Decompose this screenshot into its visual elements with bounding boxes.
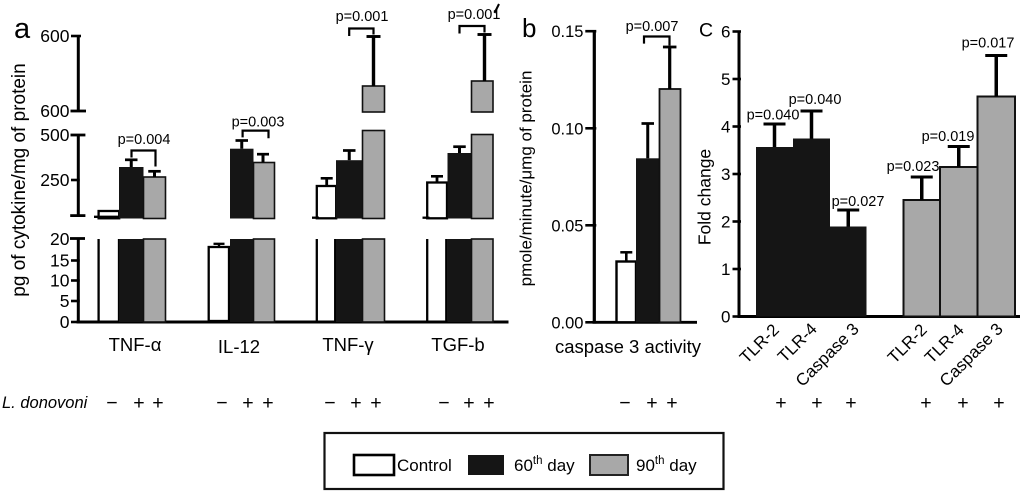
svg-text:C: C [699,20,713,42]
svg-text:3: 3 [721,165,730,184]
svg-text:p=0.023: p=0.023 [887,159,940,175]
svg-text:10: 10 [50,271,70,291]
svg-text:0.00: 0.00 [551,314,583,332]
svg-text:p=0.001: p=0.001 [448,7,501,23]
svg-text:−: − [324,392,335,414]
svg-text:Fold change: Fold change [695,149,715,245]
svg-text:0: 0 [60,312,70,332]
svg-text:+: + [463,392,474,414]
svg-text:+: + [133,392,144,414]
svg-text:p=0.004: p=0.004 [118,132,171,148]
svg-text:Control: Control [397,456,452,475]
svg-text:TNF-α: TNF-α [109,334,162,355]
svg-text:TNF-γ: TNF-γ [322,334,374,355]
svg-text:L. donovoni: L. donovoni [2,394,89,412]
svg-text:−: − [106,392,117,414]
svg-text:−: − [216,392,227,414]
svg-text:0.10: 0.10 [551,120,583,138]
svg-text:90th day: 90th day [636,455,697,475]
svg-text:+: + [666,392,677,414]
svg-text:+: + [920,392,931,414]
svg-text:5: 5 [721,70,730,89]
svg-text:+: + [350,392,361,414]
svg-text:pmole/minute/μmg of protein: pmole/minute/μmg of protein [517,71,536,287]
svg-text:p=0.003: p=0.003 [232,115,285,131]
svg-text:p=0.040: p=0.040 [789,92,842,108]
svg-text:caspase 3 activity: caspase 3 activity [555,336,702,357]
svg-text:2: 2 [721,213,730,232]
svg-text:p=0.027: p=0.027 [832,194,885,210]
svg-text:+: + [993,392,1004,414]
svg-text:600: 600 [40,101,69,121]
svg-text:−: − [438,392,449,414]
svg-text:p=0.017: p=0.017 [962,36,1015,52]
svg-text:60th day: 60th day [514,455,575,475]
svg-text:0.15: 0.15 [551,23,583,41]
svg-text:p=0.040: p=0.040 [747,108,800,124]
svg-text:+: + [370,392,381,414]
svg-text:20: 20 [50,229,70,249]
svg-text:p=0.007: p=0.007 [626,19,679,35]
svg-text:+: + [262,392,273,414]
svg-text:600: 600 [40,26,69,46]
svg-text:6: 6 [721,23,730,42]
svg-text:5: 5 [60,291,70,311]
svg-text:+: + [845,392,856,414]
svg-text:p=0.019: p=0.019 [922,129,975,145]
svg-text:0: 0 [721,308,730,327]
svg-text:250: 250 [40,170,69,190]
svg-text:a: a [14,13,31,45]
svg-text:IL-12: IL-12 [218,336,260,357]
svg-text:15: 15 [50,251,69,271]
svg-text:pg of cytokine/mg of protein: pg of cytokine/mg of protein [9,63,30,296]
svg-text:b: b [522,13,536,43]
svg-text:p=0.001: p=0.001 [336,9,389,25]
svg-text:TGF-b: TGF-b [431,334,484,355]
svg-text:+: + [242,392,253,414]
svg-text:+: + [775,392,786,414]
svg-text:+: + [646,392,657,414]
svg-text:500: 500 [40,125,69,145]
svg-text:−: − [619,392,630,414]
svg-text:+: + [957,392,968,414]
svg-text:1: 1 [721,260,730,279]
svg-text:4: 4 [721,118,730,137]
svg-text:+: + [483,392,494,414]
svg-text:+: + [811,392,822,414]
svg-text:+: + [152,392,163,414]
svg-text:0.05: 0.05 [551,217,583,235]
